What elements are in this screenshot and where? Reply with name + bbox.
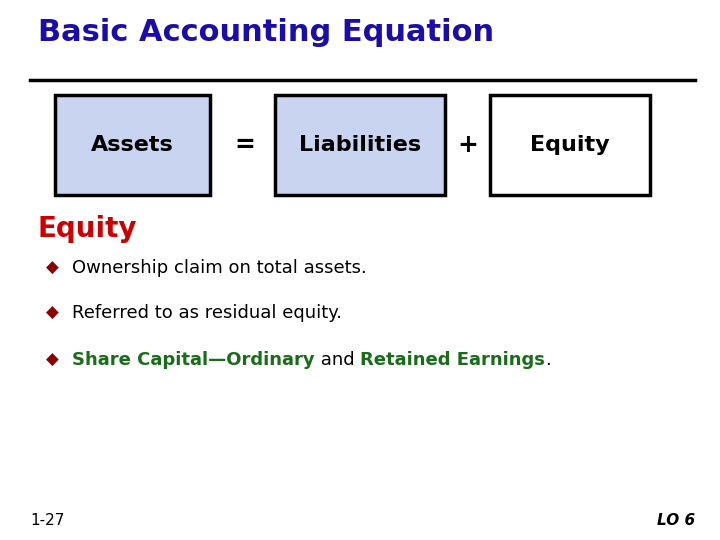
Text: =: = — [235, 133, 256, 157]
FancyBboxPatch shape — [490, 95, 650, 195]
Text: and: and — [315, 351, 360, 369]
Text: Equity: Equity — [38, 215, 138, 243]
Text: Liabilities: Liabilities — [299, 135, 421, 155]
Text: Retained Earnings: Retained Earnings — [360, 351, 545, 369]
Text: ◆: ◆ — [45, 304, 58, 322]
Text: Basic Accounting Equation: Basic Accounting Equation — [38, 18, 494, 47]
Text: Equity: Equity — [530, 135, 610, 155]
Text: Assets: Assets — [91, 135, 174, 155]
Text: +: + — [458, 133, 478, 157]
Text: ◆: ◆ — [45, 259, 58, 277]
FancyBboxPatch shape — [55, 95, 210, 195]
Text: 1-27: 1-27 — [30, 513, 64, 528]
Text: ◆: ◆ — [45, 351, 58, 369]
Text: .: . — [545, 351, 551, 369]
Text: LO 6: LO 6 — [657, 513, 695, 528]
Text: Referred to as residual equity.: Referred to as residual equity. — [72, 304, 342, 322]
Text: Share Capital—Ordinary: Share Capital—Ordinary — [72, 351, 315, 369]
FancyBboxPatch shape — [275, 95, 445, 195]
Text: Ownership claim on total assets.: Ownership claim on total assets. — [72, 259, 366, 277]
